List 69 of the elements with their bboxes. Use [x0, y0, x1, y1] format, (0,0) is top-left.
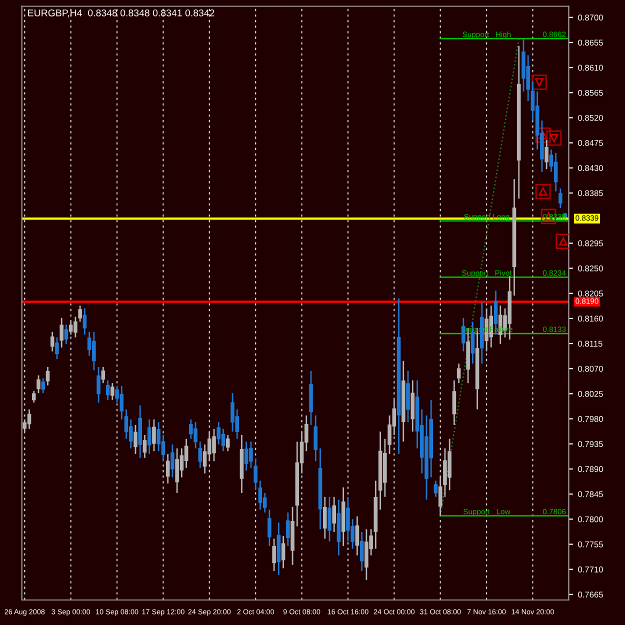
y-tick-label: 0.7935: [578, 441, 603, 447]
candlestick: [184, 438, 188, 469]
y-tick-label: 0.7710: [578, 566, 603, 572]
candlestick: [101, 366, 106, 384]
y-tick-label: 0.8385: [578, 190, 603, 196]
candlestick: [452, 380, 456, 426]
candlestick: [106, 380, 110, 401]
candlestick: [41, 377, 46, 394]
y-tick-label: 0.7890: [578, 466, 603, 472]
candlestick: [60, 317, 64, 348]
candlestick: [147, 418, 152, 455]
candlestick: [355, 516, 360, 556]
candlestick: [216, 421, 221, 446]
candlestick: [110, 382, 114, 401]
candlestick: [64, 324, 68, 345]
candlestick: [456, 362, 461, 384]
y-tick-label: 0.8700: [578, 14, 603, 20]
y-tick-label: 0.8205: [578, 290, 603, 296]
candlestick: [438, 476, 442, 517]
y-tick-label: 0.7800: [578, 516, 603, 522]
candlestick: [166, 453, 170, 484]
y-tick-label: 0.8610: [578, 64, 603, 71]
y-tick-label: 0.7755: [578, 541, 603, 548]
candlestick: [78, 304, 82, 322]
candlestick: [328, 496, 332, 542]
candlestick: [272, 538, 276, 572]
y-tick-label: 0.7845: [578, 491, 603, 498]
candlestick: [198, 440, 202, 469]
candlestick: [46, 366, 50, 386]
candlestick: [226, 434, 230, 452]
y-tick-label: 0.8655: [578, 40, 603, 46]
y-tick-label: 0.8025: [578, 390, 603, 397]
y-tick-label: 0.8565: [578, 90, 603, 96]
candlestick: [268, 508, 272, 547]
candlestick: [50, 331, 54, 352]
candlestick: [96, 366, 100, 404]
candlestick: [27, 408, 32, 430]
candlestick: [55, 336, 59, 360]
candlestick: [332, 496, 336, 533]
candlestick: [544, 139, 548, 170]
candlestick: [170, 444, 174, 478]
candlestick: [82, 308, 87, 336]
candlestick: [554, 152, 558, 192]
candlestick: [142, 434, 147, 459]
candlestick: [134, 424, 138, 455]
y-tick-label: 0.8520: [578, 114, 603, 121]
candlestick: [360, 531, 364, 572]
candlestick: [32, 390, 36, 404]
candlestick: [281, 535, 286, 569]
candlestick: [254, 458, 258, 491]
candlestick: [322, 496, 327, 540]
candlestick: [558, 188, 562, 209]
y-tick-label: 0.8475: [578, 140, 603, 146]
y-tick-label: 0.8295: [578, 240, 603, 246]
y-tick-label: 0.8115: [578, 340, 602, 347]
candlestick: [434, 480, 438, 498]
candlestick: [314, 414, 318, 462]
y-tick-label: 0.8250: [578, 265, 603, 272]
candlestick: [258, 480, 262, 510]
y-tick-label: 0.8430: [578, 165, 603, 172]
chart-title: EURGBP,H4 0.8348 0.8348 0.8341 0.8342: [28, 9, 214, 18]
y-tick-label: 0.7665: [578, 592, 603, 598]
candlestick: [36, 374, 40, 394]
candlestick: [152, 418, 156, 452]
candlestick: [286, 512, 290, 547]
y-tick-label: 0.8070: [578, 366, 603, 372]
candlestick: [128, 418, 133, 450]
y-tick-label: 0.7980: [578, 416, 603, 422]
y-tick-label: 0.8160: [578, 316, 603, 322]
